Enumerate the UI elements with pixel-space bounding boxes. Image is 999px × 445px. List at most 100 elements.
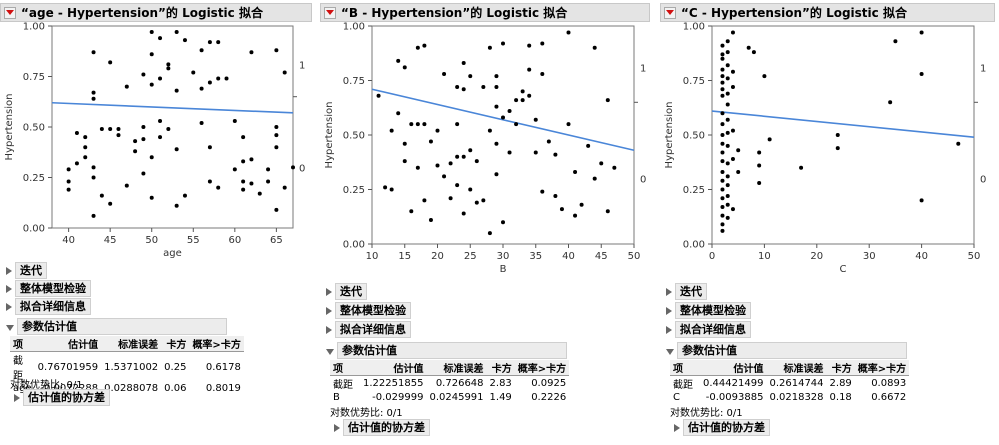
data-point xyxy=(720,213,725,218)
data-point xyxy=(207,145,212,150)
disclosure-closed-icon[interactable] xyxy=(334,423,340,432)
data-point xyxy=(216,40,221,45)
section-iterations[interactable]: 迭代 xyxy=(666,283,707,300)
data-point xyxy=(487,128,492,133)
table-header: 项 估计值 标准误差 卡方 概率>卡方 xyxy=(670,360,910,376)
data-point xyxy=(720,87,725,92)
data-point xyxy=(241,159,246,164)
cell: C xyxy=(673,392,680,403)
data-point xyxy=(573,170,578,175)
disclosure-closed-icon[interactable] xyxy=(14,393,20,402)
data-point xyxy=(376,93,381,98)
data-point xyxy=(520,89,525,94)
section-fit-details[interactable]: 拟合详细信息 xyxy=(666,321,751,338)
data-point xyxy=(527,93,532,98)
red-triangle-menu-icon[interactable] xyxy=(324,6,336,19)
data-point xyxy=(274,145,279,150)
y-tick-label: 0.00 xyxy=(343,240,365,251)
section-covariance[interactable]: 估计值的协方差 xyxy=(14,389,110,406)
section-whole-model-test[interactable]: 整体模型检验 xyxy=(666,302,751,319)
data-point xyxy=(725,202,730,207)
disclosure-closed-icon[interactable] xyxy=(6,266,12,275)
disclosure-closed-icon[interactable] xyxy=(326,287,332,296)
y-tick-label: 1.00 xyxy=(683,22,705,33)
disclosure-closed-icon[interactable] xyxy=(666,325,672,334)
disclosure-closed-icon[interactable] xyxy=(6,284,12,293)
odds-note: 对数优势比: 0/1 xyxy=(330,408,403,419)
data-point xyxy=(149,52,154,57)
data-point xyxy=(507,150,512,155)
section-covariance[interactable]: 估计值的协方差 xyxy=(674,419,770,436)
data-point xyxy=(91,96,96,101)
cell: 0.0245991 xyxy=(429,392,484,403)
x-tick-label: 10 xyxy=(758,251,771,262)
estimates-table: 项 估计值 标准误差 卡方 概率>卡方 截距 0.44421499 0.261474… xyxy=(670,360,910,404)
logistic-fit-line xyxy=(51,101,294,114)
data-point xyxy=(383,185,388,190)
data-point xyxy=(174,203,179,208)
section-covariance[interactable]: 估计值的协方差 xyxy=(334,419,430,436)
col-chisq: 卡方 xyxy=(826,360,855,376)
data-point xyxy=(409,209,414,214)
data-point xyxy=(442,71,447,76)
data-point xyxy=(612,165,617,170)
data-point xyxy=(166,127,171,132)
table-row: C -0.0093885 0.0218328 0.18 0.6672 xyxy=(670,391,909,404)
section-whole-model-test[interactable]: 整体模型检验 xyxy=(326,302,411,319)
disclosure-closed-icon[interactable] xyxy=(326,325,332,334)
data-point xyxy=(291,165,295,170)
x-tick-label: 50 xyxy=(628,251,641,262)
data-point xyxy=(919,198,924,203)
data-point xyxy=(455,154,460,159)
section-iterations[interactable]: 迭代 xyxy=(326,283,367,300)
cell: -0.0093885 xyxy=(705,392,764,403)
data-point xyxy=(241,187,246,192)
cell: 0.0288078 xyxy=(104,383,159,394)
cell: 0.44421499 xyxy=(703,378,764,389)
x-tick-label: 55 xyxy=(187,235,200,246)
disclosure-closed-icon[interactable] xyxy=(666,287,672,296)
data-point xyxy=(199,48,204,53)
section-parameter-estimates[interactable]: 参数估计值 xyxy=(326,342,567,359)
data-point xyxy=(720,159,725,164)
data-point xyxy=(396,111,401,116)
col-std-error: 标准误差 xyxy=(101,336,162,352)
cell: age xyxy=(10,382,35,395)
data-point xyxy=(232,167,237,172)
data-point xyxy=(730,207,735,212)
section-iterations[interactable]: 迭代 xyxy=(6,262,47,279)
section-fit-details[interactable]: 拟合详细信息 xyxy=(6,298,91,315)
disclosure-closed-icon[interactable] xyxy=(6,302,12,311)
data-point xyxy=(720,111,725,116)
disclosure-closed-icon[interactable] xyxy=(326,306,332,315)
estimates-table: 项 估计值 标准误差 卡方 概率>卡方 截距 1.22251855 0.726648… xyxy=(330,360,570,404)
disclosure-open-icon[interactable] xyxy=(326,348,334,355)
disclosure-open-icon[interactable] xyxy=(6,324,14,331)
data-point xyxy=(720,52,725,57)
data-point xyxy=(389,187,394,192)
data-point xyxy=(725,215,730,220)
data-point xyxy=(274,133,279,138)
red-triangle-menu-icon[interactable] xyxy=(4,6,16,19)
data-point xyxy=(428,218,433,223)
cell: 0.0218328 xyxy=(769,392,824,403)
data-point xyxy=(481,198,486,203)
table-row: B -0.029999 0.0245991 1.49 0.2226 xyxy=(330,391,569,404)
red-triangle-menu-icon[interactable] xyxy=(664,6,676,19)
data-point xyxy=(158,76,163,81)
cell: 0.18 xyxy=(829,392,852,403)
data-point xyxy=(746,45,751,50)
cell: 2.89 xyxy=(829,378,852,389)
data-point xyxy=(725,194,730,199)
data-point xyxy=(207,40,212,45)
section-parameter-estimates[interactable]: 参数估计值 xyxy=(6,318,227,335)
data-point xyxy=(402,65,407,70)
section-parameter-estimates[interactable]: 参数估计值 xyxy=(666,342,907,359)
section-fit-details[interactable]: 拟合详细信息 xyxy=(326,321,411,338)
disclosure-closed-icon[interactable] xyxy=(674,423,680,432)
disclosure-closed-icon[interactable] xyxy=(666,306,672,315)
section-whole-model-test[interactable]: 整体模型检验 xyxy=(6,280,91,297)
disclosure-open-icon[interactable] xyxy=(666,348,674,355)
x-tick-label: 20 xyxy=(431,251,444,262)
col-term: 项 xyxy=(330,360,360,376)
